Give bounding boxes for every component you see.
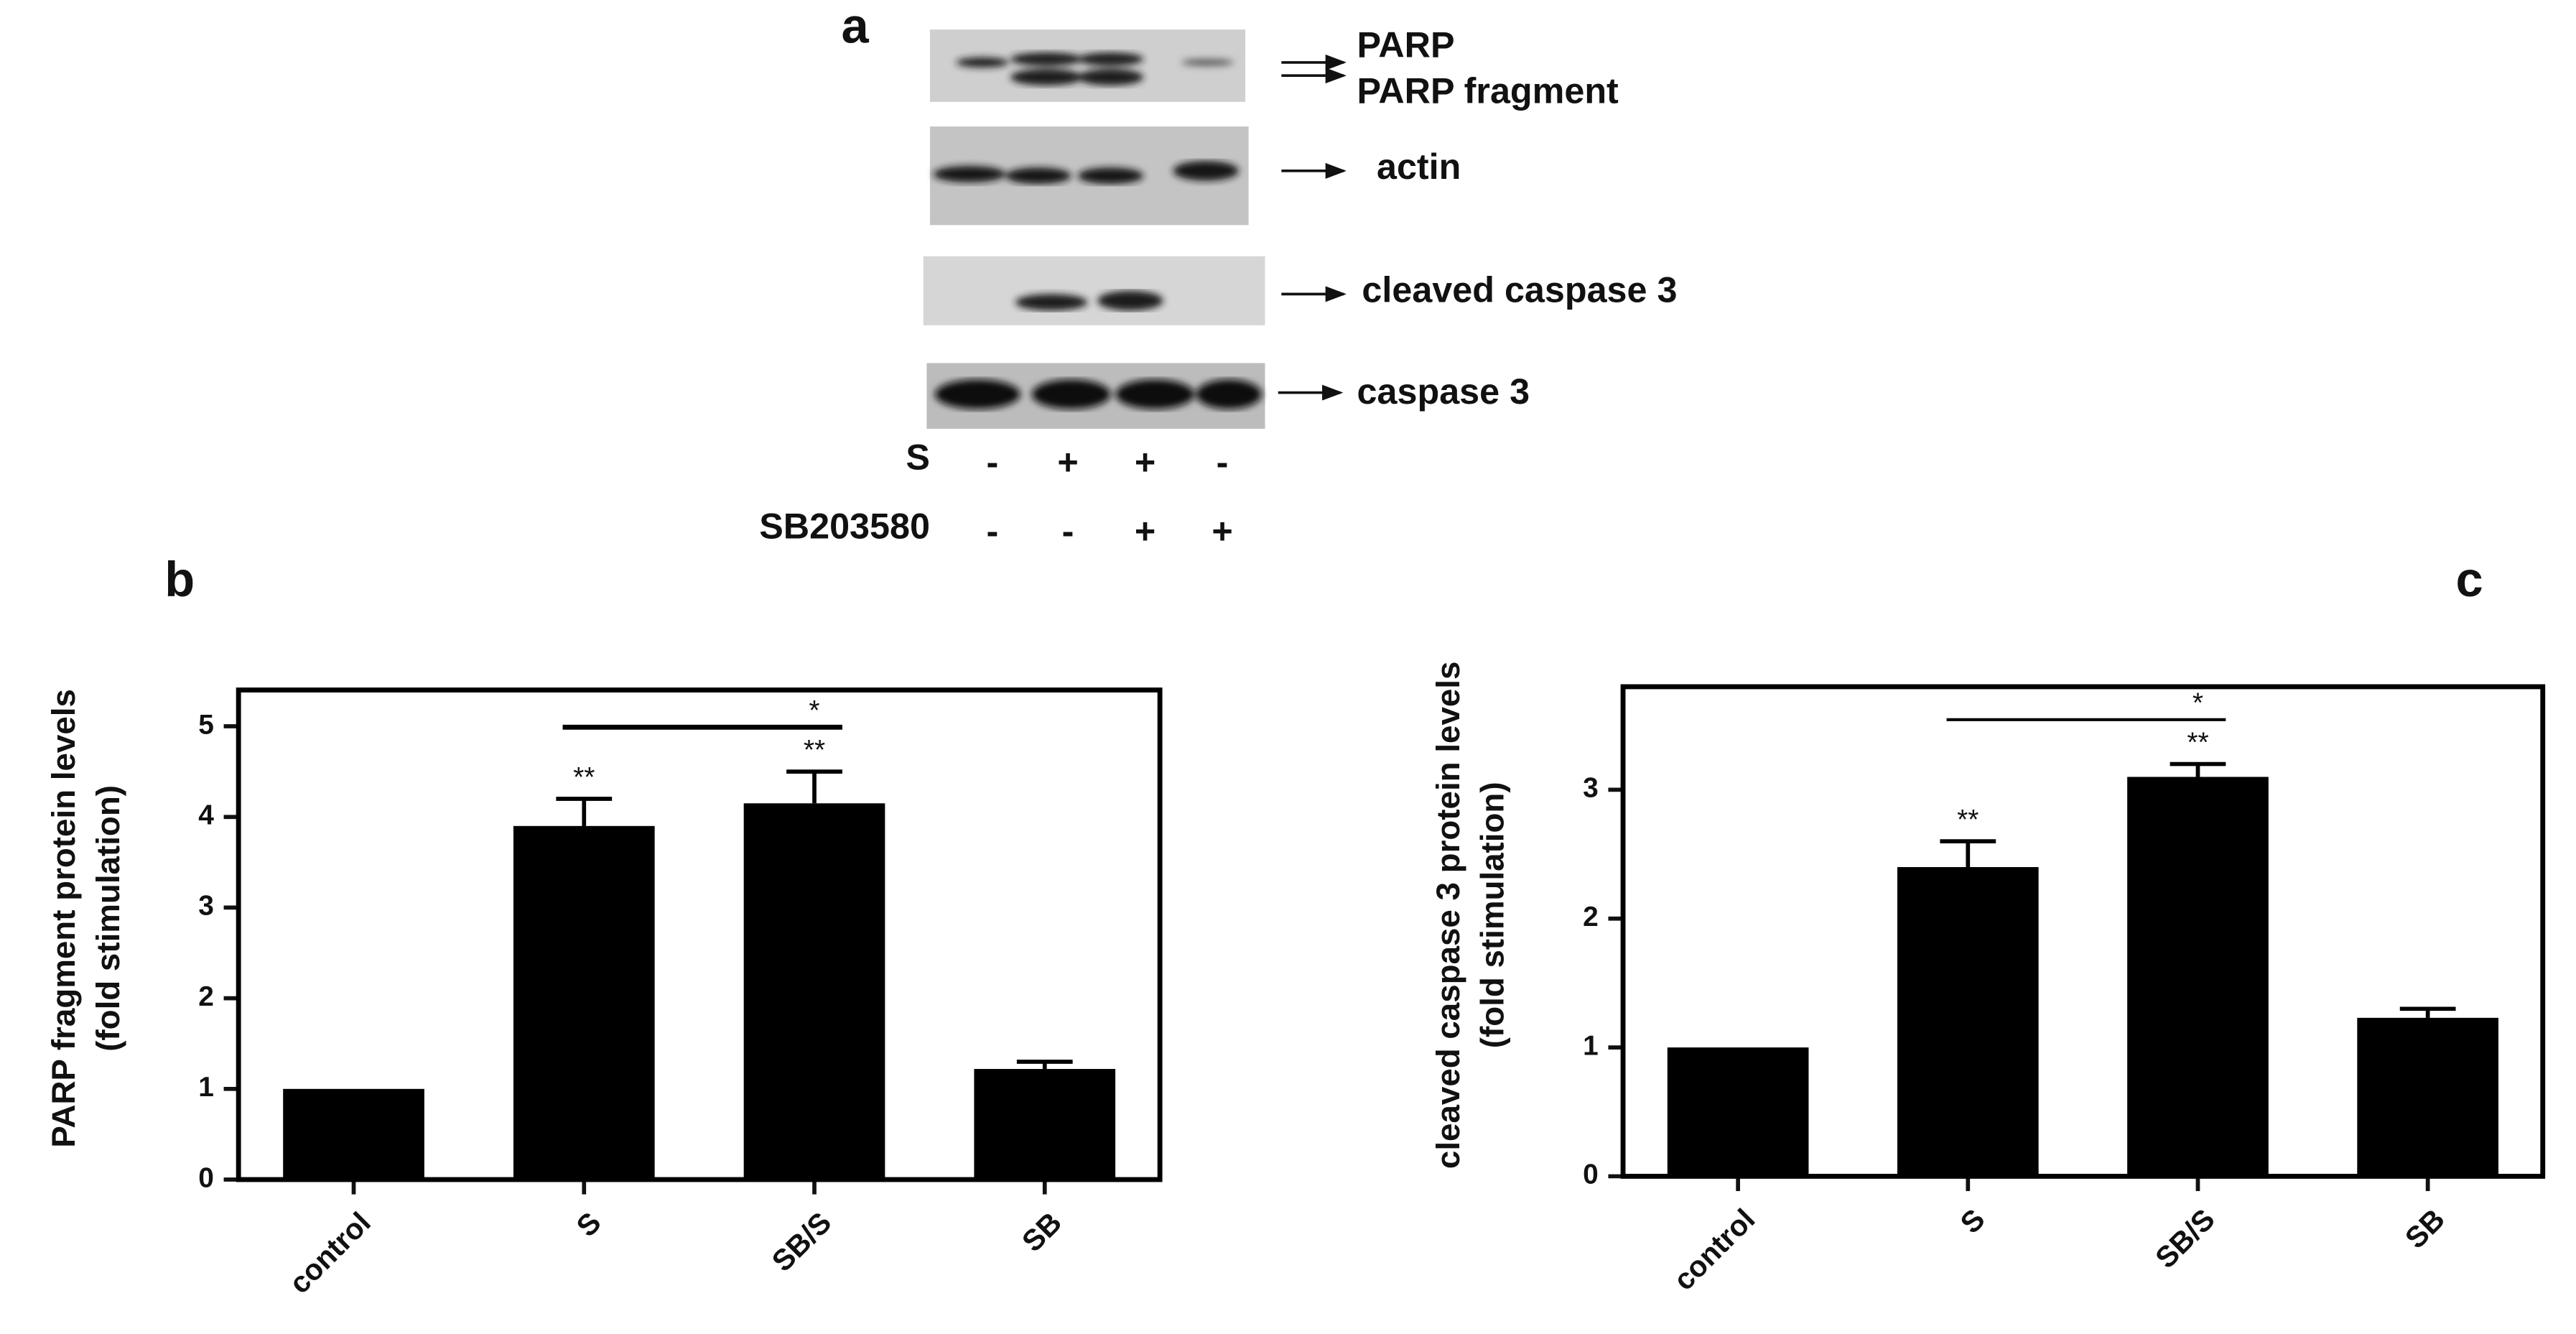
significance-label: ** (1957, 805, 1979, 835)
significance-label: ** (573, 762, 595, 793)
condition-sign: + (1057, 442, 1078, 483)
band-label: PARP (1357, 24, 1455, 65)
western-blot (923, 29, 1347, 429)
bar (974, 1069, 1116, 1180)
panel-label: b (164, 552, 195, 607)
condition-sign: - (1062, 511, 1074, 552)
panel-label: c (2456, 552, 2483, 607)
bar (283, 1088, 424, 1180)
condition-sign: - (1217, 442, 1229, 483)
y-tick-label: 3 (1583, 773, 1599, 804)
band-label: PARP fragment (1357, 70, 1619, 111)
condition-name: S (906, 437, 930, 478)
x-tick-label: control (1667, 1203, 1761, 1297)
band-label: caspase 3 (1357, 371, 1530, 412)
condition-sign: - (986, 511, 998, 552)
x-tick-label: SB (1015, 1205, 1068, 1258)
significance-label: ** (2187, 727, 2208, 758)
y-tick-label: 1 (1583, 1030, 1599, 1061)
plot-frame (1620, 684, 2546, 1179)
plot-frame (236, 687, 1163, 1182)
y-axis-label: PARP fragment protein levels (45, 689, 82, 1148)
condition-sign: + (1135, 442, 1156, 483)
y-axis-label: (fold stimulation) (1474, 782, 1511, 1048)
x-tick-label: SB/S (2149, 1203, 2221, 1274)
y-tick-label: 3 (198, 891, 214, 922)
condition-name: SB203580 (759, 506, 930, 547)
blot-strip (923, 256, 1265, 325)
y-tick-label: 5 (198, 709, 214, 740)
y-axis-label: (fold stimulation) (90, 785, 126, 1052)
y-axis-label: cleaved caspase 3 protein levels (1430, 662, 1466, 1169)
y-tick-label: 1 (198, 1072, 214, 1103)
band-label: actin (1377, 146, 1461, 187)
x-tick-label: SB/S (766, 1205, 837, 1277)
band-label: cleaved caspase 3 (1362, 269, 1677, 310)
bar (2127, 777, 2269, 1177)
y-tick-label: 4 (198, 800, 214, 830)
bar (1897, 867, 2039, 1177)
comparison-label: * (2193, 687, 2203, 718)
y-tick-label: 2 (198, 981, 214, 1012)
y-tick-label: 2 (1583, 902, 1599, 932)
bar (1667, 1047, 1809, 1177)
bar (2357, 1017, 2498, 1177)
bar (743, 803, 885, 1180)
significance-label: ** (804, 735, 825, 766)
x-tick-label: control (283, 1205, 377, 1300)
x-tick-label: S (570, 1205, 608, 1243)
x-tick-label: S (1954, 1203, 1991, 1240)
bar (513, 825, 655, 1180)
y-tick-label: 0 (198, 1162, 214, 1193)
condition-sign: - (986, 442, 998, 483)
y-tick-label: 0 (1583, 1159, 1599, 1190)
condition-sign: + (1135, 511, 1156, 552)
condition-sign: + (1212, 511, 1232, 552)
x-tick-label: SB (2399, 1203, 2451, 1255)
panel-label: a (841, 0, 869, 53)
comparison-label: * (809, 695, 819, 726)
